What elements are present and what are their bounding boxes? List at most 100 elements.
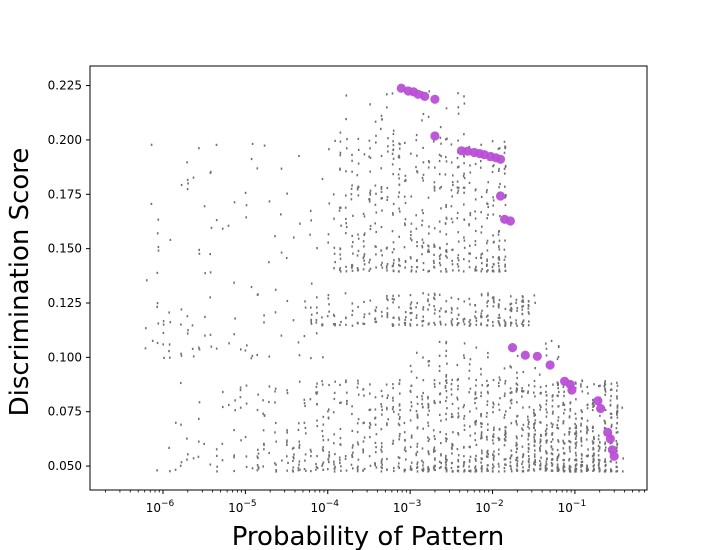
pattern-point [274, 401, 276, 404]
pattern-point [557, 382, 559, 385]
pattern-point [321, 383, 324, 386]
pattern-point [451, 378, 453, 381]
pattern-point [580, 430, 582, 433]
pattern-point [333, 460, 335, 463]
pattern-point [433, 245, 435, 248]
pattern-point [515, 301, 517, 304]
pattern-point [457, 384, 459, 388]
pattern-point [575, 435, 578, 438]
pattern-point [327, 241, 329, 244]
pattern-point [398, 177, 400, 180]
pattern-point [509, 324, 512, 327]
pattern-point [433, 465, 435, 468]
pattern-point [334, 465, 336, 468]
pattern-point [444, 222, 447, 225]
pattern-point [422, 112, 425, 116]
pattern-point [485, 191, 488, 194]
pattern-point [486, 403, 489, 406]
pattern-point [357, 162, 360, 165]
pattern-point [439, 253, 442, 256]
pattern-point [398, 318, 401, 321]
pattern-point [356, 174, 359, 177]
pattern-point [374, 408, 377, 411]
pattern-point [575, 417, 577, 420]
pattern-point [498, 268, 501, 271]
pattern-point [574, 469, 577, 472]
pattern-point [434, 323, 436, 326]
pattern-point [574, 470, 576, 473]
pattern-point [558, 345, 560, 349]
pattern-point [492, 234, 494, 237]
pattern-point [398, 207, 400, 210]
pattern-point [604, 441, 607, 444]
pattern-point [297, 469, 300, 472]
pattern-point [475, 419, 477, 422]
pattern-point [569, 468, 571, 471]
pattern-point [575, 463, 578, 466]
pattern-point [369, 258, 371, 261]
pattern-point [310, 455, 312, 458]
pattern-point [475, 265, 477, 268]
pattern-point [304, 404, 306, 408]
pattern-point [534, 429, 536, 432]
pattern-point [404, 178, 407, 182]
pattern-point [592, 405, 594, 408]
pattern-point [357, 137, 360, 140]
pattern-point [186, 161, 188, 164]
pattern-point [481, 262, 483, 265]
pattern-point [363, 436, 366, 439]
pattern-point [486, 217, 488, 220]
pattern-point [480, 367, 482, 370]
pattern-point [615, 465, 618, 468]
pattern-point [469, 214, 472, 217]
pattern-point [581, 390, 584, 393]
pattern-point [481, 436, 483, 439]
pattern-point [556, 455, 559, 459]
pattern-point [504, 413, 506, 416]
pattern-point [410, 436, 413, 439]
pattern-point [550, 446, 553, 449]
pattern-point [609, 388, 612, 391]
pattern-point [492, 213, 495, 216]
pattern-point [440, 270, 442, 273]
pattern-point [585, 454, 588, 458]
pattern-point [398, 462, 400, 465]
pattern-point [162, 331, 165, 334]
pattern-point [339, 257, 342, 260]
pattern-point [374, 320, 377, 324]
pattern-point [480, 461, 482, 464]
pattern-point [381, 261, 383, 264]
pattern-point [204, 272, 206, 275]
pattern-point [510, 306, 512, 309]
pattern-point [445, 342, 447, 345]
pattern-point [345, 270, 348, 273]
pattern-point [528, 406, 531, 409]
pattern-point [491, 170, 494, 174]
pattern-point [451, 181, 454, 184]
pattern-point [463, 404, 465, 407]
pattern-point [422, 379, 425, 382]
pattern-point [427, 299, 429, 303]
pattern-point [493, 426, 495, 429]
pattern-point [550, 469, 553, 472]
pattern-point [603, 460, 606, 463]
pattern-point [480, 467, 483, 470]
pattern-point [481, 457, 483, 460]
pattern-point [392, 383, 394, 386]
pattern-point [456, 396, 458, 399]
y-tick-label: 0.175 [48, 187, 82, 201]
pattern-point [374, 423, 377, 426]
pattern-point [392, 264, 394, 267]
pattern-point [598, 466, 600, 469]
pattern-point [456, 448, 459, 451]
pattern-point [298, 440, 300, 443]
pattern-point [221, 459, 224, 462]
pattern-point [333, 397, 336, 401]
pattern-point [198, 252, 201, 255]
pattern-point [386, 246, 388, 249]
pattern-point [586, 469, 588, 472]
pattern-point [156, 302, 159, 305]
pattern-point [440, 307, 442, 310]
pattern-point [427, 470, 429, 473]
pattern-point [156, 305, 158, 308]
